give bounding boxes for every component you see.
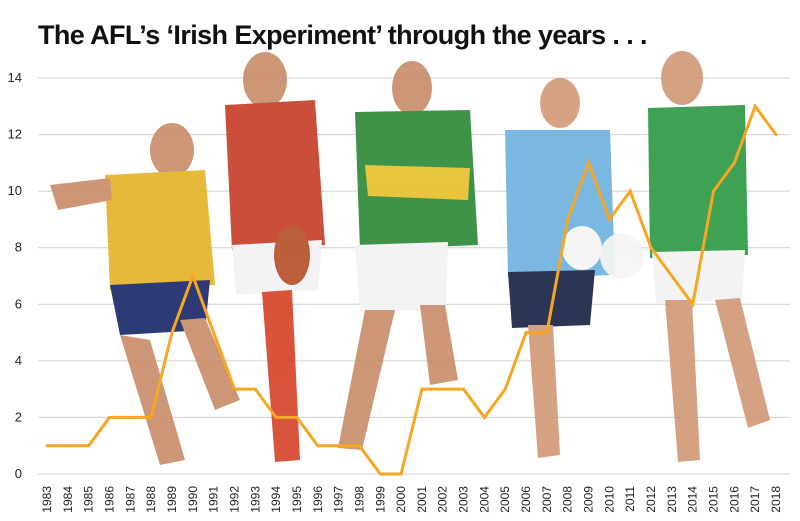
data-point	[566, 218, 570, 221]
x-tick-label: 2017	[748, 486, 762, 513]
x-tick-label: 1983	[40, 486, 54, 513]
data-point	[732, 161, 736, 165]
data-point	[649, 246, 653, 250]
x-tick-label: 1997	[332, 486, 346, 513]
data-point	[483, 416, 486, 419]
data-point	[753, 104, 757, 108]
x-tick-label: 1994	[269, 486, 283, 513]
x-tick-label: 2009	[582, 486, 596, 513]
data-point	[691, 302, 695, 306]
data-point	[358, 444, 361, 448]
data-point	[253, 387, 257, 391]
x-tick-label: 2006	[519, 486, 533, 513]
x-tick-label: 2001	[415, 486, 429, 513]
data-point	[149, 416, 153, 419]
player-photo-green-gold-kit	[338, 61, 478, 450]
data-point	[587, 161, 590, 165]
x-tick-label: 2004	[477, 486, 491, 513]
x-tick-label: 2011	[623, 486, 637, 512]
x-tick-label: 2002	[436, 486, 450, 513]
x-tick-label: 1998	[352, 486, 366, 513]
data-point	[378, 472, 382, 476]
data-point	[524, 331, 528, 334]
player-photo-yellow-kit	[50, 123, 240, 465]
data-point	[670, 274, 674, 278]
data-point	[274, 416, 278, 419]
x-tick-label: 2013	[665, 486, 679, 513]
data-point	[337, 444, 340, 448]
data-point	[503, 387, 507, 391]
data-point	[233, 387, 236, 391]
chart-title: The AFL’s ‘Irish Experiment’ through the…	[38, 20, 647, 50]
x-tick-label: 1987	[123, 486, 137, 513]
y-tick-label: 12	[8, 127, 22, 142]
data-point	[295, 416, 299, 419]
data-point	[170, 331, 174, 334]
x-tick-label: 1993	[248, 486, 262, 513]
series-line-0	[47, 103, 778, 476]
y-tick-label: 14	[8, 70, 22, 85]
x-tick-label: 1991	[207, 486, 221, 513]
player-photo-sky-blue-kit	[505, 78, 615, 458]
data-point	[441, 387, 445, 391]
x-tick-label: 2003	[457, 486, 471, 513]
y-tick-label: 10	[8, 183, 22, 198]
data-point	[191, 274, 195, 278]
x-tick-label: 1999	[373, 486, 387, 513]
x-tick-label: 1995	[290, 486, 304, 513]
data-point	[607, 218, 611, 221]
x-tick-label: 1989	[165, 486, 179, 513]
x-tick-label: 2016	[727, 486, 741, 513]
data-point	[545, 331, 549, 334]
x-tick-label: 1986	[102, 486, 116, 513]
y-tick-label: 8	[15, 240, 22, 255]
data-point	[712, 189, 715, 193]
x-tick-label: 1985	[82, 486, 96, 513]
y-tick-label: 6	[15, 296, 22, 311]
x-tick-label: 2014	[686, 486, 700, 513]
x-tick-label: 1984	[61, 486, 75, 513]
player-photo-green-kit	[600, 51, 770, 462]
player-photo-red-kit	[225, 52, 325, 462]
y-tick-label: 4	[15, 353, 22, 368]
x-tick-label: 1996	[311, 486, 325, 513]
y-axis-ticks: 0 2 4 6 8 10 12 14	[8, 70, 22, 481]
data-point	[628, 189, 632, 193]
data-point	[128, 416, 132, 419]
x-tick-label: 2005	[498, 486, 512, 513]
data-point	[87, 444, 91, 448]
x-tick-label: 2018	[769, 486, 783, 513]
x-tick-label: 1990	[186, 486, 200, 513]
x-tick-label: 2008	[561, 486, 575, 513]
series-line	[45, 103, 778, 476]
x-tick-label: 2007	[540, 486, 554, 513]
x-tick-label: 2010	[602, 486, 616, 513]
data-point	[420, 387, 424, 391]
data-point	[462, 387, 465, 391]
x-tick-label: 2015	[707, 486, 721, 513]
data-point	[399, 472, 403, 476]
data-point	[316, 444, 320, 448]
y-tick-label: 2	[15, 409, 22, 424]
y-tick-label: 0	[15, 466, 22, 481]
x-tick-label: 1992	[227, 486, 241, 513]
data-point	[774, 133, 778, 136]
data-point	[212, 331, 216, 334]
x-tick-label: 1988	[144, 486, 158, 513]
x-tick-label: 2000	[394, 486, 408, 513]
data-point	[66, 444, 70, 448]
player-photos	[50, 51, 770, 465]
x-tick-label: 2012	[644, 486, 658, 513]
data-point	[108, 416, 111, 419]
x-axis-ticks: 1983 1984 1985 1986 1987 1988 1989 1990 1991 1992…	[40, 486, 783, 513]
data-point	[45, 444, 49, 448]
